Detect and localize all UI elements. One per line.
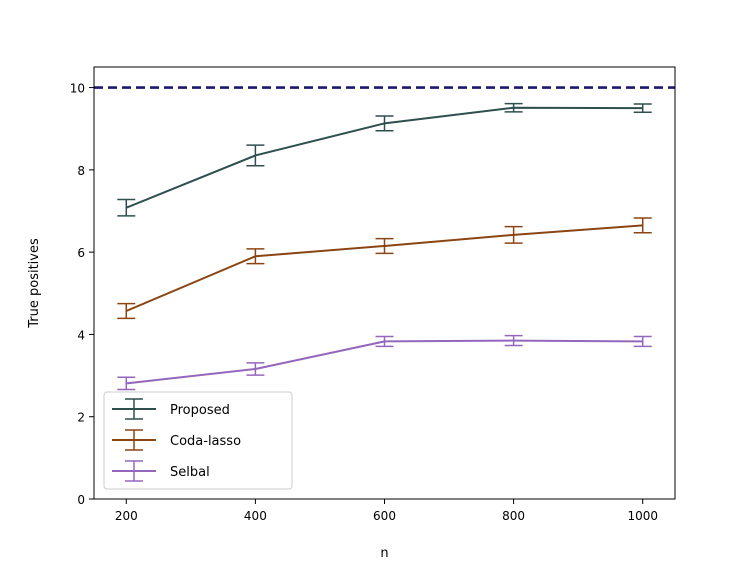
y-axis-label: True positives (27, 238, 42, 329)
x-tick-label: 800 (502, 509, 525, 523)
y-tick-label: 2 (77, 411, 85, 425)
legend-label: Selbal (170, 465, 210, 480)
series-layer (117, 102, 652, 391)
y-tick-label: 10 (70, 82, 85, 96)
legend-label: Proposed (170, 403, 230, 418)
series-0 (117, 102, 652, 217)
legend: Proposed Coda-lasso Selbal (103, 391, 293, 490)
legend-item: Coda-lasso (112, 429, 241, 451)
series-2 (117, 334, 652, 391)
legend-item: Selbal (112, 460, 210, 482)
y-tick-label: 4 (77, 328, 85, 342)
x-tick-label: 200 (115, 509, 138, 523)
x-axis-label: n (380, 546, 388, 561)
x-tick-label: 600 (373, 509, 396, 523)
y-tick-label: 0 (77, 493, 85, 507)
x-tick-label: 400 (244, 509, 267, 523)
axes: 200 400 600 800 1000 0 2 4 6 8 10 (70, 66, 676, 523)
legend-item: Proposed (112, 398, 230, 420)
y-tick-label: 6 (77, 246, 85, 260)
x-tick-label: 1000 (627, 509, 658, 523)
legend-label: Coda-lasso (170, 434, 241, 449)
series-1 (117, 217, 652, 320)
y-tick-label: 8 (77, 164, 85, 178)
legend-box (103, 391, 293, 490)
